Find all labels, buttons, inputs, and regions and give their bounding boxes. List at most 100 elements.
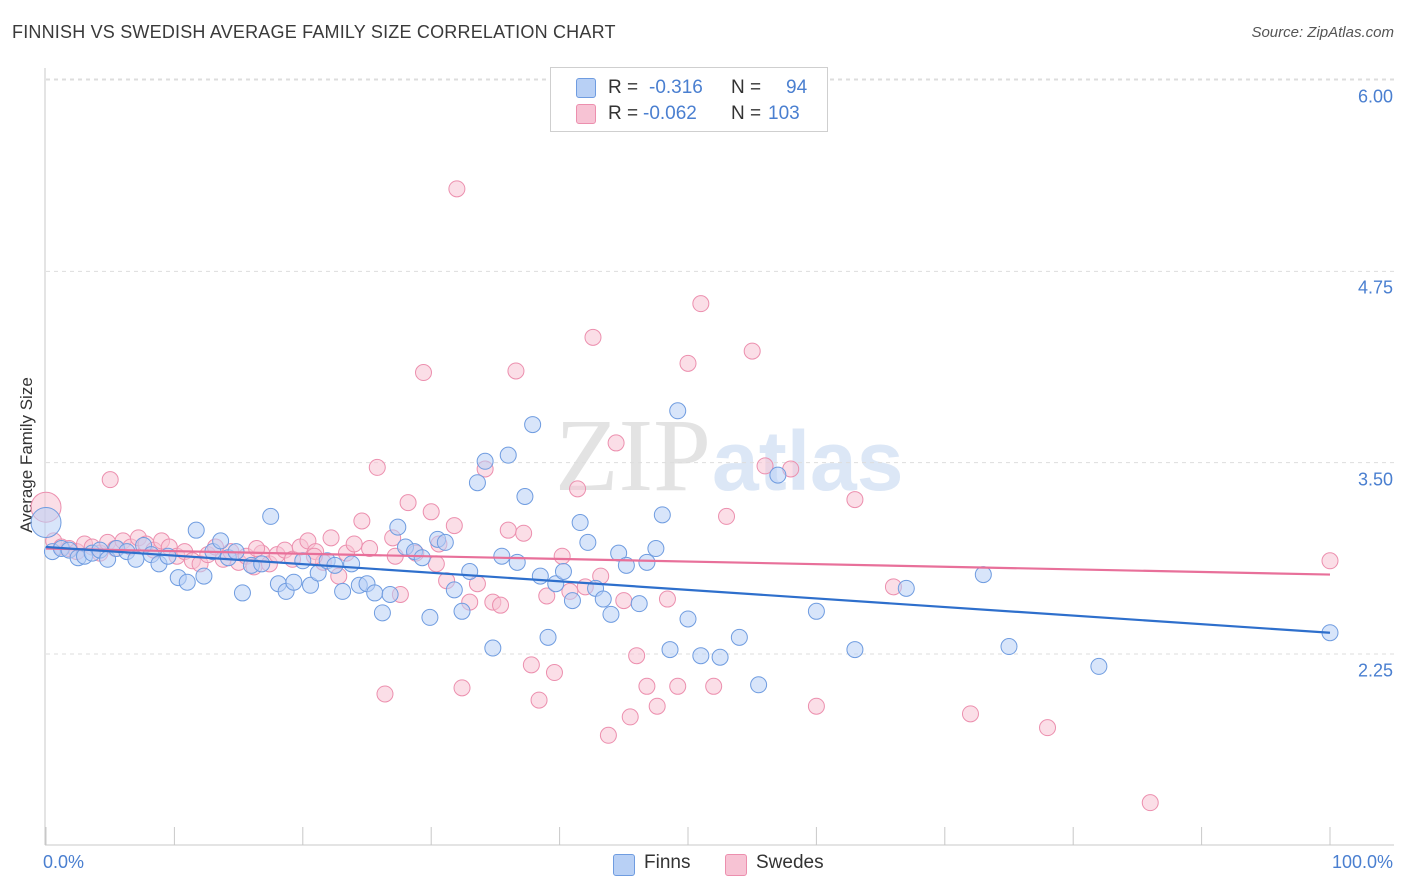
x-tick-label-max: 100.0%	[1331, 852, 1393, 872]
finns-point	[563, 592, 581, 610]
finns-point	[630, 595, 648, 613]
swedes-point	[807, 697, 825, 715]
swedes-point	[718, 507, 736, 525]
swedes-point	[705, 677, 723, 695]
swedes-point	[1039, 719, 1057, 737]
legend-n-label: N =	[731, 103, 762, 124]
swedes-point	[553, 547, 571, 565]
finns-point	[579, 533, 597, 551]
watermark-atlas: atlas	[712, 414, 903, 508]
swedes-point	[1141, 794, 1159, 812]
finns-point	[262, 507, 280, 525]
finns-point	[669, 402, 687, 420]
swedes-point	[669, 677, 687, 695]
finns-point	[692, 647, 710, 665]
swedes-point	[448, 180, 466, 198]
y-tick-label: 2.25	[1357, 660, 1393, 681]
finns-point	[195, 567, 213, 585]
swedes-point	[414, 364, 432, 382]
swedes-point	[607, 434, 625, 452]
finns-point	[381, 585, 399, 603]
swedes-point	[248, 540, 266, 558]
swedes-point	[692, 295, 710, 313]
finns-point	[476, 452, 494, 470]
finns-point	[539, 628, 557, 646]
finns-point	[679, 610, 697, 628]
finns-point	[413, 549, 431, 567]
chart-title: FINNISH VS SWEDISH AVERAGE FAMILY SIZE C…	[12, 22, 616, 42]
legend-r-label: R =	[608, 103, 639, 124]
swedes-point	[492, 596, 510, 614]
swedes-point	[499, 521, 517, 539]
swedes-point	[101, 471, 119, 489]
swedes-trend-line	[45, 547, 1331, 576]
finns-point	[846, 641, 864, 659]
finns-swatch	[576, 78, 596, 98]
finns-point	[334, 582, 352, 600]
y-tick-label: 4.75	[1357, 277, 1393, 298]
finns-point	[302, 576, 320, 594]
swedes-point	[648, 697, 666, 715]
finns-point	[974, 566, 992, 584]
finns-point	[453, 602, 471, 620]
finns-point	[484, 639, 502, 657]
finns-point	[661, 641, 679, 659]
finns-point	[1090, 657, 1108, 675]
finns-point	[647, 540, 665, 558]
finns-point	[178, 573, 196, 591]
finns-point	[897, 579, 915, 597]
source-label: Source: ZipAtlas.com	[1251, 24, 1394, 41]
legend-row-swedes: R = -0.062 N = 103	[551, 103, 827, 125]
swedes-point	[507, 362, 525, 380]
swedes-point	[638, 677, 656, 695]
finns-trend-line	[45, 545, 1331, 634]
swedes-point	[427, 555, 445, 573]
finns-series	[30, 402, 1339, 694]
swedes-point	[538, 587, 556, 605]
legend-r-value: -0.062	[643, 103, 697, 124]
finns-point	[571, 514, 589, 532]
finns-point	[602, 605, 620, 623]
swedes-point	[615, 592, 633, 610]
swedes-point	[658, 590, 676, 608]
finns-point	[524, 416, 542, 434]
swedes-point	[545, 664, 563, 682]
finns-point	[421, 608, 439, 626]
swedes-swatch	[576, 104, 596, 124]
swedes-point	[445, 517, 463, 535]
finns-point	[730, 628, 748, 646]
finns-point	[461, 563, 479, 581]
finns-point	[769, 466, 787, 484]
finns-point	[554, 563, 572, 581]
finns-point	[294, 552, 312, 570]
swedes-point	[353, 512, 371, 530]
swedes-legend-swatch	[725, 854, 747, 876]
swedes-point	[368, 458, 386, 476]
swedes-point	[679, 354, 697, 372]
finns-point	[468, 474, 486, 492]
swedes-point	[756, 457, 774, 475]
swedes-point	[628, 647, 646, 665]
swedes-point	[399, 494, 417, 512]
trend-lines	[45, 545, 1331, 634]
finns-point	[233, 584, 251, 602]
finns-point	[493, 547, 511, 565]
swedes-point	[569, 480, 587, 498]
finns-point	[750, 676, 768, 694]
finns-point	[30, 507, 62, 539]
swedes-point	[621, 708, 639, 726]
swedes-point	[599, 726, 617, 744]
legend-n-value: 94	[786, 77, 808, 98]
finns-point	[807, 602, 825, 620]
y-tick-label: 6.00	[1357, 86, 1393, 107]
swedes-point	[345, 535, 363, 553]
finns-point	[285, 573, 303, 591]
legend-n-label: N =	[731, 77, 762, 98]
swedes-point	[322, 529, 340, 547]
swedes-point	[530, 691, 548, 709]
swedes-point	[515, 524, 533, 542]
finns-point	[373, 604, 391, 622]
swedes-point	[453, 679, 471, 697]
finns-legend-label: Finns	[644, 852, 691, 873]
